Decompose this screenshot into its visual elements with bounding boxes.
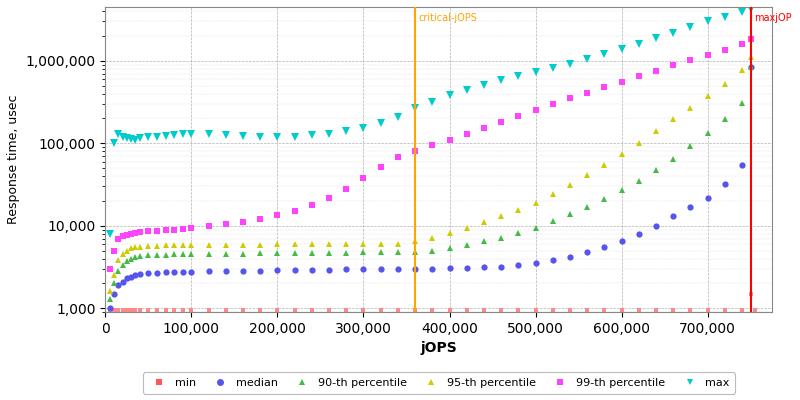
Legend: min, median, 90-th percentile, 95-th percentile, 99-th percentile, max: min, median, 90-th percentile, 95-th per…	[142, 372, 735, 394]
X-axis label: jOPS: jOPS	[421, 341, 457, 355]
Text: maxjOP: maxjOP	[754, 13, 792, 23]
Text: critical-jOPS: critical-jOPS	[418, 13, 478, 23]
Y-axis label: Response time, usec: Response time, usec	[7, 95, 20, 224]
